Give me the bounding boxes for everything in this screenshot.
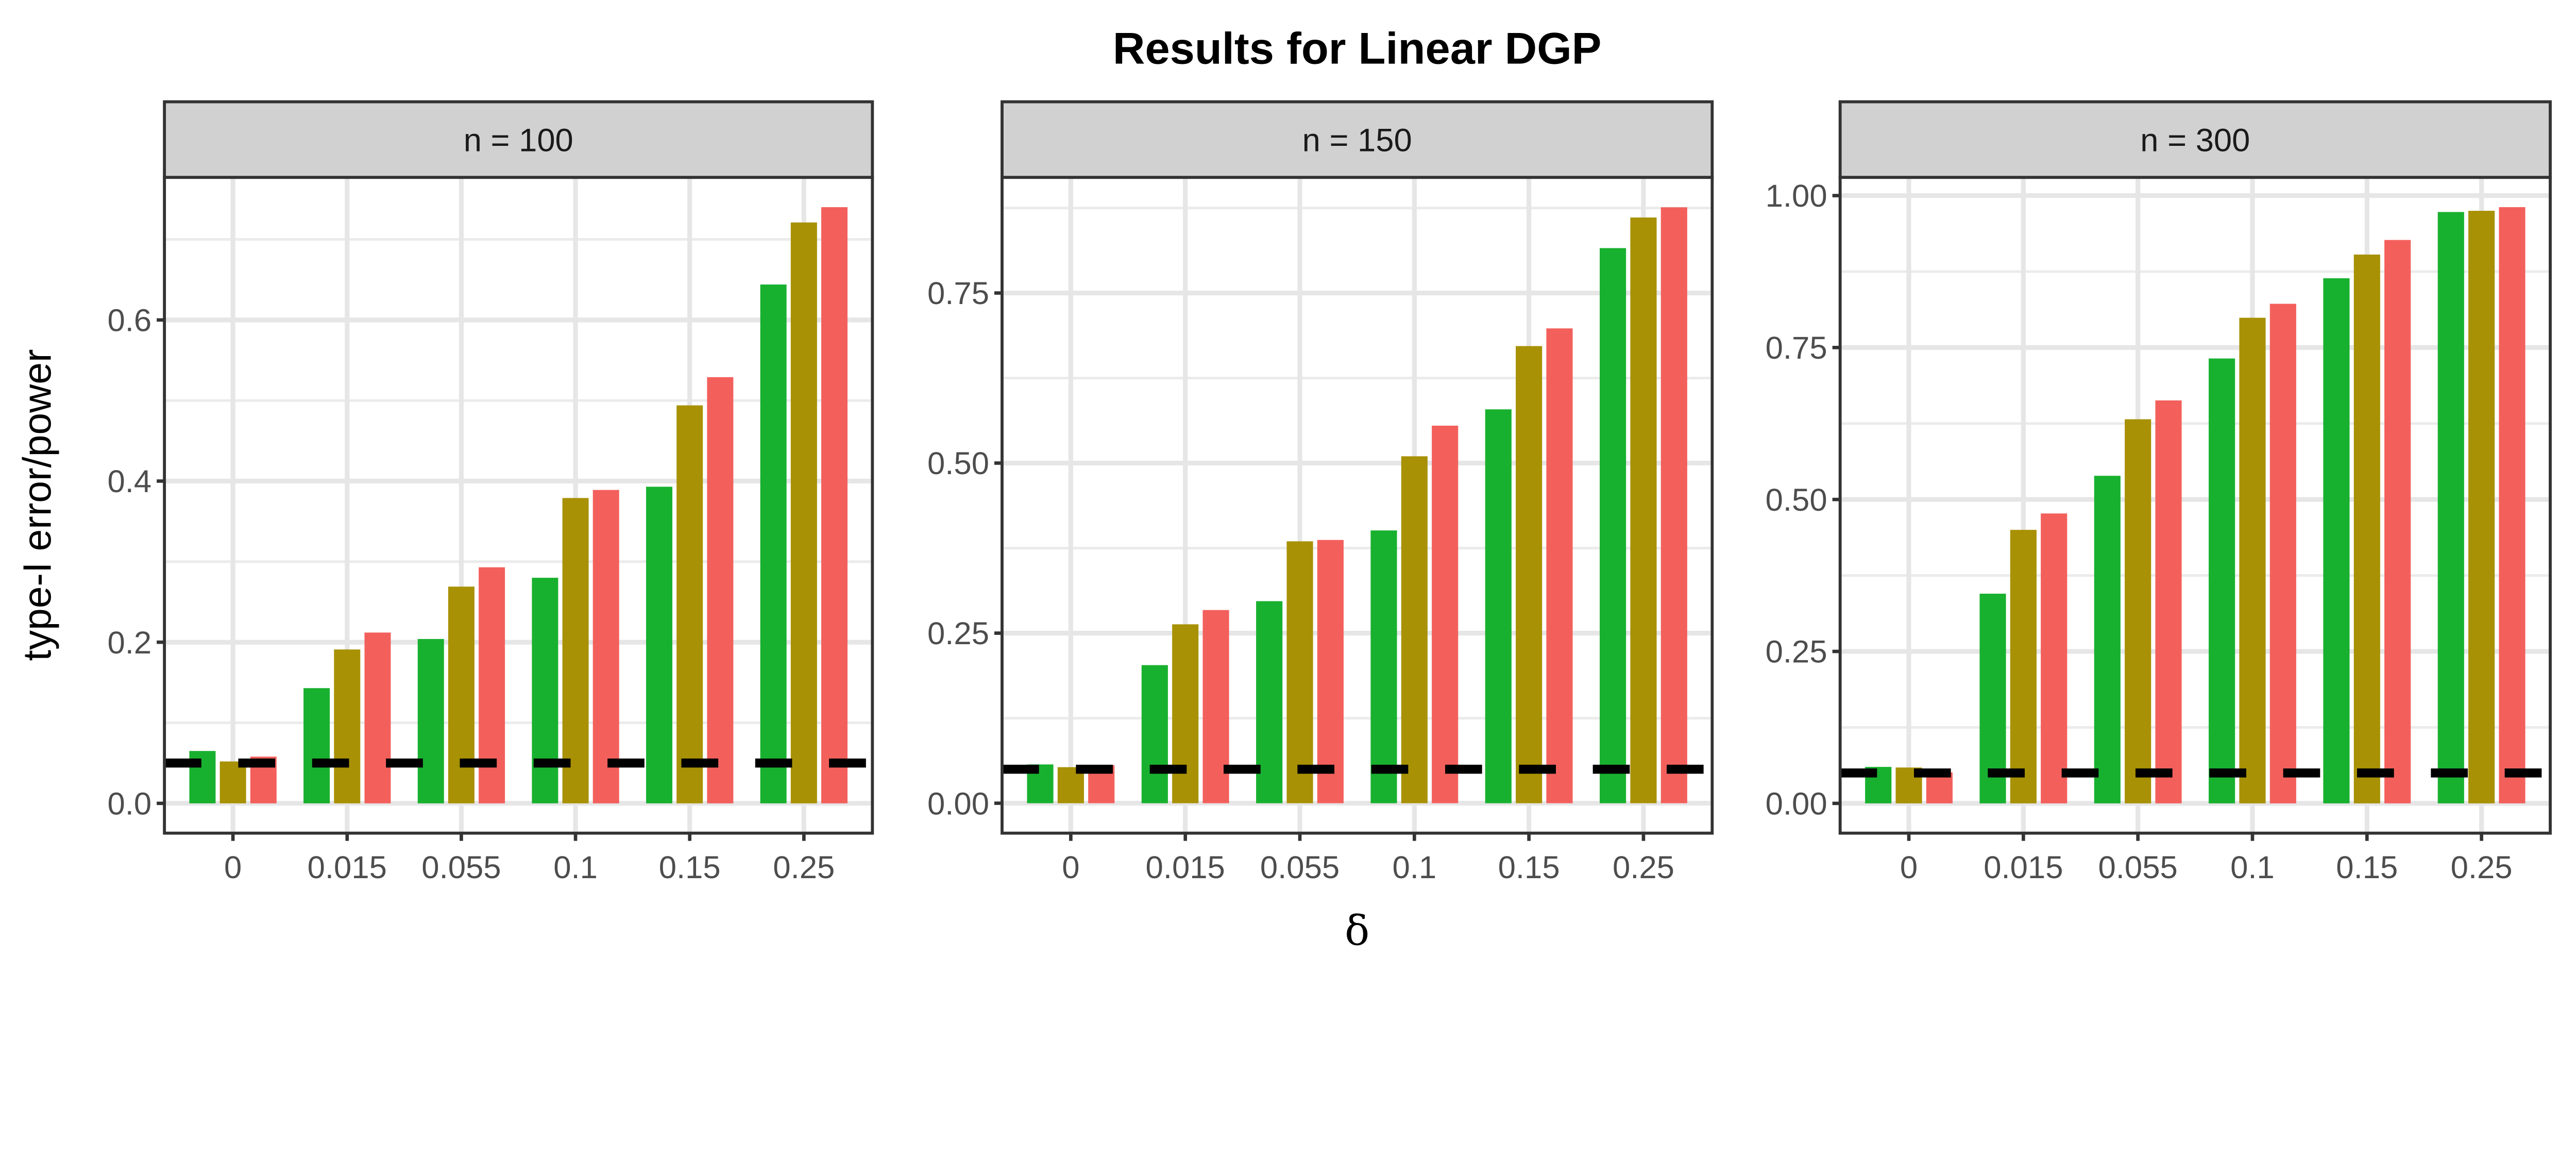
bar-series-3-0.25 (2499, 207, 2526, 803)
bar-series-2-0.055 (2125, 419, 2151, 803)
y-tick-label: 0.25 (1766, 634, 1827, 670)
y-tick-label: 0.2 (107, 625, 151, 661)
y-tick-label: 0.0 (107, 786, 151, 821)
bar-series-1-0.1 (532, 578, 558, 803)
x-tick-label: 0.055 (421, 850, 501, 885)
bar-series-2-0.25 (2468, 211, 2495, 803)
x-tick-label: 0.055 (1260, 850, 1340, 885)
facet-strip (163, 100, 874, 179)
y-tick-label: 0.50 (1766, 482, 1827, 518)
bar-series-3-0.1 (2269, 304, 2296, 803)
bar-series-3-0.15 (707, 377, 734, 803)
y-tick-label: 1.00 (1766, 178, 1827, 214)
bar-series-1-0.015 (1979, 594, 2006, 803)
plot-background (1840, 177, 2550, 833)
bar-series-1-0.1 (1370, 530, 1397, 803)
y-tick-label: 0.00 (927, 786, 989, 821)
bar-series-3-0.15 (2384, 240, 2411, 803)
bar-series-3-0.25 (821, 207, 848, 803)
facet-strip (1001, 100, 1714, 179)
bar-series-3-0.055 (479, 567, 505, 803)
bar-series-1-0.015 (1141, 665, 1168, 803)
facet-strip-label: n = 150 (1302, 122, 1412, 158)
x-tick-label: 0.1 (553, 850, 598, 885)
panel-2: n = 150 0.00 0.25 0.50 0.75 0 0.015 0.055 0.1 0.1… (927, 100, 1714, 885)
x-tick-label: 0.1 (1392, 850, 1436, 885)
bar-series-2-0.055 (1286, 541, 1313, 803)
bar-series-3-0.1 (592, 490, 619, 803)
x-tick-label: 0.15 (1498, 850, 1560, 885)
panels: n = 100 0.0 0.2 0.4 0.6 0 0.015 0.055 0.1 0.15 0.2… (107, 100, 2552, 885)
bar-series-2-0.015 (1172, 624, 1199, 803)
x-tick-label: 0 (1900, 850, 1918, 885)
bar-series-2-0.1 (2239, 317, 2266, 803)
y-tick-label: 0.00 (1766, 786, 1827, 822)
bar-series-1-0.055 (2094, 476, 2121, 803)
bar-series-2-0 (219, 761, 246, 803)
bar-series-1-0.15 (2323, 278, 2350, 803)
facet-strip (1838, 100, 2552, 179)
faceted-bar-chart: Results for Linear DGP type-I error/powe… (15, 24, 2552, 955)
panel-1: n = 100 0.0 0.2 0.4 0.6 0 0.015 0.055 0.1 0.15 0.2… (107, 100, 874, 885)
bar-series-2-0.015 (334, 649, 361, 803)
x-tick-label: 0 (224, 850, 242, 885)
y-tick-label: 0.75 (1766, 330, 1827, 366)
bar-series-1-0.25 (2437, 212, 2464, 803)
x-tick-label: 0.015 (1146, 850, 1225, 885)
x-axis-title: δ (1345, 907, 1369, 954)
bar-series-3-0.015 (1202, 610, 1229, 803)
y-tick-label: 0.6 (107, 303, 151, 339)
bar-series-2-0.15 (1516, 346, 1543, 803)
bar-series-3-0 (1926, 772, 1953, 803)
x-tick-label: 0.25 (2451, 850, 2513, 885)
bar-series-2-0.25 (790, 222, 817, 803)
x-tick-label: 0.25 (773, 850, 835, 885)
y-tick-label: 0.75 (927, 276, 989, 311)
bar-series-2-0.015 (2010, 530, 2037, 803)
x-tick-label: 0 (1062, 850, 1079, 885)
bar-series-2-0.15 (676, 405, 703, 803)
bar-series-1-0.15 (1485, 409, 1512, 803)
y-tick-label: 0.25 (927, 616, 989, 651)
bar-series-3-0.1 (1432, 425, 1459, 803)
x-tick-label: 0.15 (659, 850, 721, 885)
bar-series-1-0.25 (760, 284, 787, 803)
bar-series-1-0.25 (1600, 248, 1626, 803)
bar-series-3-0.015 (2041, 513, 2067, 803)
x-tick-label: 0.25 (1613, 850, 1674, 885)
x-tick-label: 0.015 (1984, 850, 2063, 885)
x-tick-label: 0.15 (2336, 850, 2398, 885)
bar-series-1-0.015 (303, 688, 330, 803)
bar-series-3-0.015 (364, 632, 391, 803)
y-axis-title: type-I error/power (15, 349, 59, 661)
bar-series-2-0.15 (2353, 254, 2380, 803)
bar-series-3-0.25 (1660, 207, 1687, 803)
x-tick-label: 0.055 (2098, 850, 2178, 885)
x-tick-label: 0.015 (308, 850, 387, 885)
panel-3: n = 300 0.00 0.25 0.50 0.75 1.00 0 0.015 0.055 0.… (1766, 100, 2552, 885)
chart-title: Results for Linear DGP (1113, 24, 1602, 73)
facet-strip-label: n = 300 (2140, 122, 2250, 158)
bar-series-1-0.1 (2209, 358, 2235, 803)
x-tick-label: 0.1 (2230, 850, 2275, 885)
bar-series-2-0.25 (1630, 217, 1657, 803)
bar-series-2-0.1 (1401, 456, 1428, 803)
bar-series-1-0.15 (646, 486, 673, 803)
bar-series-1-0.055 (417, 639, 444, 803)
bar-series-3-0.055 (2155, 400, 2182, 803)
bar-series-3-0.055 (1317, 540, 1344, 803)
facet-strip-label: n = 100 (464, 122, 573, 158)
plot-background (1002, 177, 1713, 833)
y-tick-label: 0.50 (927, 446, 989, 481)
bar-series-3-0.15 (1546, 328, 1573, 803)
y-tick-label: 0.4 (107, 464, 151, 499)
bar-series-2-0.055 (448, 586, 474, 803)
bar-series-2-0.1 (562, 498, 589, 803)
